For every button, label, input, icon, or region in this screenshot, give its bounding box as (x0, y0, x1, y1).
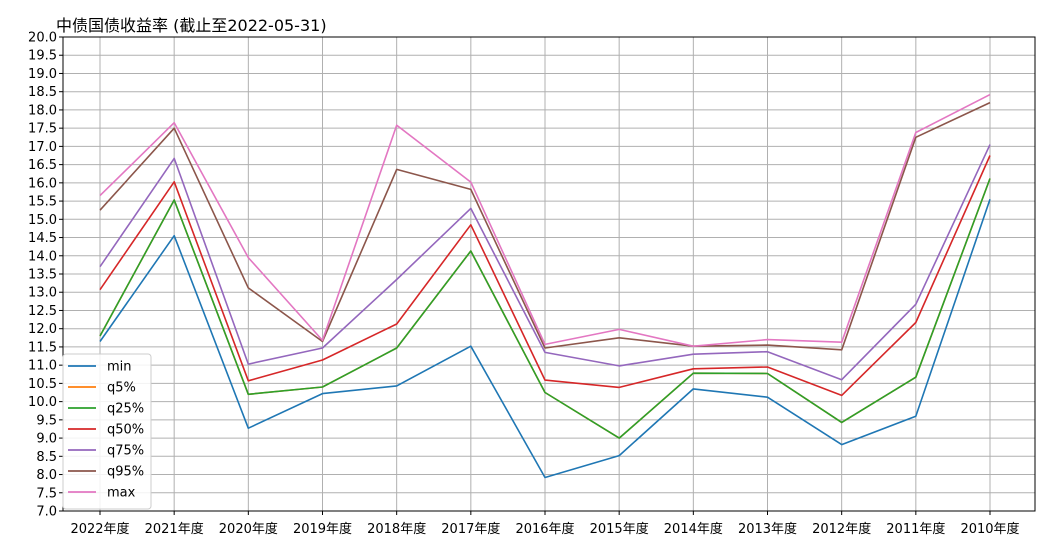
legend-label: min (107, 360, 132, 375)
legend-label: q50% (107, 423, 144, 438)
legend-label: q5% (107, 381, 136, 396)
series-line-q95pct (99, 101, 991, 351)
y-tick-label: 18.0 (28, 103, 57, 118)
legend: min q5% q25% q50% q75% q95% max (62, 353, 152, 510)
y-axis: 7.0 7.5 8.0 8.5 9.0 9.5 10.0 10.5 11.0 11.5 12.0 12… (28, 31, 63, 520)
x-tick-label: 2022年度 (70, 521, 129, 537)
y-tick-label: 16.5 (28, 158, 57, 173)
legend-label: q95% (107, 465, 144, 480)
y-tick-label: 10.0 (28, 395, 57, 410)
y-tick-label: 11.0 (28, 359, 57, 374)
legend-label: q25% (107, 402, 144, 417)
x-tick-label: 2010年度 (960, 521, 1019, 537)
series-line-q25pct (99, 178, 991, 439)
y-tick-label: 12.5 (28, 304, 57, 319)
y-tick-label: 15.5 (28, 195, 57, 210)
y-tick-label: 7.0 (36, 505, 57, 520)
y-tick-label: 19.5 (28, 49, 57, 64)
y-tick-label: 15.0 (28, 213, 57, 228)
legend-label: max (107, 486, 136, 501)
x-tick-label: 2015年度 (590, 521, 649, 537)
y-tick-label: 7.5 (36, 486, 57, 501)
x-tick-label: 2016年度 (515, 521, 574, 537)
y-tick-label: 13.5 (28, 268, 57, 283)
y-tick-label: 8.0 (36, 468, 57, 483)
chart-title: 中债国债收益率 (截止至2022-05-31) (56, 16, 327, 35)
series-line-max (99, 93, 991, 348)
x-tick-label: 2020年度 (219, 521, 278, 537)
y-tick-label: 16.0 (28, 176, 57, 191)
y-tick-label: 18.5 (28, 85, 57, 100)
x-tick-label: 2011年度 (886, 521, 945, 537)
y-tick-label: 9.0 (36, 432, 57, 447)
x-tick-label: 2021年度 (145, 521, 204, 537)
x-tick-label: 2013年度 (738, 521, 797, 537)
x-axis: 2022年度 2021年度 2020年度 2019年度 2018年度 2017年度 2016… (70, 511, 1020, 537)
series-line-min (99, 199, 991, 479)
y-tick-label: 13.0 (28, 286, 57, 301)
x-tick-label: 2012年度 (812, 521, 871, 537)
x-tick-label: 2019年度 (293, 521, 352, 537)
y-tick-label: 14.0 (28, 249, 57, 264)
series-line-q50pct (99, 155, 991, 397)
y-tick-label: 17.0 (28, 140, 57, 155)
y-tick-label: 14.5 (28, 231, 57, 246)
series-line-q75pct (99, 144, 991, 381)
series-lines (99, 93, 991, 479)
y-tick-label: 17.5 (28, 122, 57, 137)
y-tick-label: 9.5 (36, 413, 57, 428)
y-tick-label: 8.5 (36, 450, 57, 465)
legend-label: q75% (107, 444, 144, 459)
y-tick-label: 10.5 (28, 377, 57, 392)
y-tick-label: 20.0 (28, 31, 57, 46)
x-tick-label: 2017年度 (441, 521, 500, 537)
y-tick-label: 11.5 (28, 340, 57, 355)
y-tick-label: 19.0 (28, 67, 57, 82)
y-tick-label: 12.0 (28, 322, 57, 337)
x-tick-label: 2014年度 (664, 521, 723, 537)
x-tick-label: 2018年度 (367, 521, 426, 537)
